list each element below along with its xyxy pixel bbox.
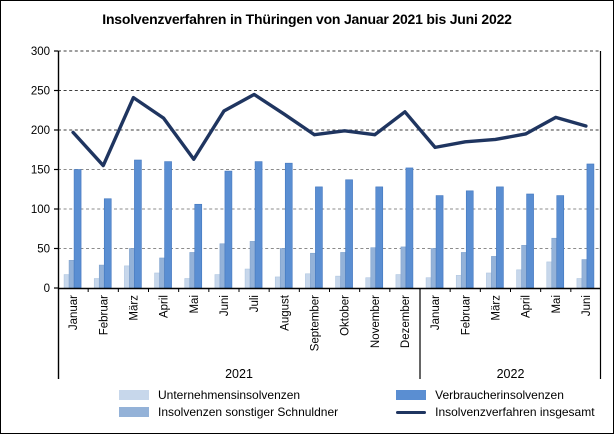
bar-insolvenzen-sonstiger-schnuldner-5 bbox=[219, 243, 226, 289]
bar-verbraucherinsolvenzen-8 bbox=[315, 186, 323, 289]
bar-insolvenzen-sonstiger-schnuldner-6 bbox=[249, 241, 256, 289]
bar-insolvenzen-sonstiger-schnuldner-15 bbox=[521, 245, 527, 289]
legend-item-insolvenzverfahren-insgesamt: Insolvenzverfahren insgesamt bbox=[396, 405, 595, 419]
bar-unternehmensinsolvenzen-17 bbox=[576, 278, 583, 289]
bar-verbraucherinsolvenzen-10 bbox=[375, 186, 384, 289]
bar-unternehmensinsolvenzen-9 bbox=[335, 275, 341, 289]
bar-unternehmensinsolvenzen-10 bbox=[365, 277, 372, 289]
bar-verbraucherinsolvenzen-1 bbox=[103, 198, 112, 289]
bar-unternehmensinsolvenzen-0 bbox=[63, 274, 70, 289]
bar-insolvenzen-sonstiger-schnuldner-0 bbox=[68, 260, 75, 289]
bar-unternehmensinsolvenzen-11 bbox=[395, 274, 402, 289]
x-axis-month-label: Mai bbox=[551, 295, 563, 314]
y-axis-tick-label: 50 bbox=[37, 244, 50, 256]
chart-title: Insolvenzverfahren in Thüringen von Janu… bbox=[102, 11, 512, 27]
x-axis-month-label: April bbox=[521, 295, 533, 318]
bar-unternehmensinsolvenzen-12 bbox=[425, 277, 432, 289]
bar-verbraucherinsolvenzen-9 bbox=[345, 179, 353, 289]
x-axis-month-label: März bbox=[490, 295, 502, 321]
x-axis-month-label: November bbox=[370, 295, 382, 348]
legend-color-swatch bbox=[119, 407, 149, 417]
bar-unternehmensinsolvenzen-5 bbox=[214, 274, 221, 289]
insolvency-chart: 0 50 100 150 200 250 300 Januar Februar März April… bbox=[31, 46, 602, 381]
bar-insolvenzen-sonstiger-schnuldner-8 bbox=[310, 252, 316, 289]
legend-line-swatch bbox=[396, 406, 427, 418]
x-axis-month-label: Juli bbox=[249, 295, 261, 312]
y-axis-tick-label: 250 bbox=[31, 86, 50, 98]
legend-item-unternehmensinsolvenzen: Unternehmensinsolvenzen bbox=[119, 388, 338, 402]
x-axis-month-label: Januar bbox=[68, 295, 80, 330]
legend-color-swatch bbox=[396, 390, 427, 400]
year-label: 2021 bbox=[225, 367, 253, 381]
x-axis-month-label: März bbox=[128, 295, 140, 321]
bar-verbraucherinsolvenzen-3 bbox=[164, 161, 172, 289]
bar-verbraucherinsolvenzen-5 bbox=[224, 170, 233, 289]
x-axis-month-label: August bbox=[279, 294, 291, 331]
bar-verbraucherinsolvenzen-7 bbox=[284, 162, 293, 289]
bar-unternehmensinsolvenzen-6 bbox=[244, 268, 251, 289]
bar-insolvenzen-sonstiger-schnuldner-3 bbox=[159, 257, 165, 289]
bar-verbraucherinsolvenzen-2 bbox=[134, 159, 142, 289]
bar-unternehmensinsolvenzen-2 bbox=[124, 265, 130, 289]
bar-insolvenzen-sonstiger-schnuldner-4 bbox=[189, 252, 196, 289]
legend-item-insolvenzen-sonstiger-schnuldner: Insolvenzen sonstiger Schnuldner bbox=[119, 405, 338, 419]
bar-insolvenzen-sonstiger-schnuldner-11 bbox=[400, 246, 407, 289]
bar-verbraucherinsolvenzen-4 bbox=[194, 203, 203, 289]
legend-line-swatch-stroke bbox=[396, 410, 427, 414]
legend-label: Unternehmensinsolvenzen bbox=[158, 388, 301, 402]
bar-unternehmensinsolvenzen-15 bbox=[516, 269, 522, 289]
bar-insolvenzen-sonstiger-schnuldner-1 bbox=[98, 264, 105, 289]
bar-insolvenzen-sonstiger-schnuldner-12 bbox=[430, 248, 437, 289]
x-axis-month-label: Mai bbox=[189, 295, 201, 314]
x-axis-month-label: Oktober bbox=[340, 295, 352, 336]
bar-unternehmensinsolvenzen-8 bbox=[305, 273, 311, 289]
x-axis-month-label: April bbox=[159, 295, 171, 318]
bar-insolvenzen-sonstiger-schnuldner-9 bbox=[340, 252, 346, 289]
chart-legend: Unternehmensinsolvenzen Insolvenzen sonst… bbox=[119, 388, 595, 419]
bar-unternehmensinsolvenzen-1 bbox=[93, 278, 100, 289]
y-axis-tick-label: 200 bbox=[31, 125, 50, 137]
x-axis-month-label: Januar bbox=[430, 295, 442, 330]
bar-insolvenzen-sonstiger-schnuldner-10 bbox=[370, 247, 377, 289]
x-axis-month-label: Juni bbox=[581, 295, 593, 316]
bar-insolvenzen-sonstiger-schnuldner-2 bbox=[129, 248, 135, 289]
year-label: 2022 bbox=[497, 367, 525, 381]
bar-insolvenzen-sonstiger-schnuldner-13 bbox=[460, 252, 467, 289]
bar-verbraucherinsolvenzen-17 bbox=[586, 163, 595, 289]
line-insolvenzverfahren-insgesamt bbox=[71, 92, 588, 168]
y-axis-tick-label: 300 bbox=[31, 46, 50, 58]
bar-insolvenzen-sonstiger-schnuldner-17 bbox=[581, 259, 588, 289]
legend-label: Insolvenzen sonstiger Schnuldner bbox=[158, 405, 339, 419]
bar-verbraucherinsolvenzen-12 bbox=[435, 195, 444, 289]
bar-insolvenzen-sonstiger-schnuldner-14 bbox=[491, 256, 497, 289]
legend-item-verbraucherinsolvenzen: Verbraucherinsolvenzen bbox=[396, 388, 594, 402]
y-axis-tick-label: 150 bbox=[31, 165, 50, 177]
bar-unternehmensinsolvenzen-16 bbox=[546, 261, 553, 289]
legend-label: Insolvenzverfahren insgesamt bbox=[435, 405, 595, 419]
legend-label: Verbraucherinsolvenzen bbox=[435, 388, 564, 402]
bar-unternehmensinsolvenzen-7 bbox=[274, 276, 281, 289]
bar-verbraucherinsolvenzen-15 bbox=[526, 193, 534, 289]
bar-verbraucherinsolvenzen-6 bbox=[254, 161, 263, 289]
y-axis-tick-label: 100 bbox=[31, 204, 50, 216]
bar-unternehmensinsolvenzen-4 bbox=[184, 278, 191, 289]
bar-verbraucherinsolvenzen-16 bbox=[556, 195, 565, 289]
bar-insolvenzen-sonstiger-schnuldner-7 bbox=[279, 248, 286, 289]
bar-verbraucherinsolvenzen-0 bbox=[73, 169, 82, 289]
bar-unternehmensinsolvenzen-13 bbox=[455, 275, 462, 289]
bar-unternehmensinsolvenzen-3 bbox=[154, 272, 160, 289]
x-axis-month-label: Dezember bbox=[400, 295, 412, 348]
legend-color-swatch bbox=[119, 390, 149, 400]
x-axis-month-label: Februar bbox=[98, 295, 110, 335]
bar-verbraucherinsolvenzen-11 bbox=[405, 167, 414, 289]
bar-verbraucherinsolvenzen-14 bbox=[496, 186, 504, 289]
x-axis-month-label: September bbox=[309, 295, 321, 351]
bar-unternehmensinsolvenzen-14 bbox=[486, 272, 492, 289]
y-axis-tick-label: 0 bbox=[44, 283, 50, 295]
bar-insolvenzen-sonstiger-schnuldner-16 bbox=[551, 237, 558, 289]
bar-verbraucherinsolvenzen-13 bbox=[465, 190, 474, 289]
x-axis-month-label: Juni bbox=[219, 295, 231, 316]
x-axis-month-label: Februar bbox=[460, 295, 472, 335]
